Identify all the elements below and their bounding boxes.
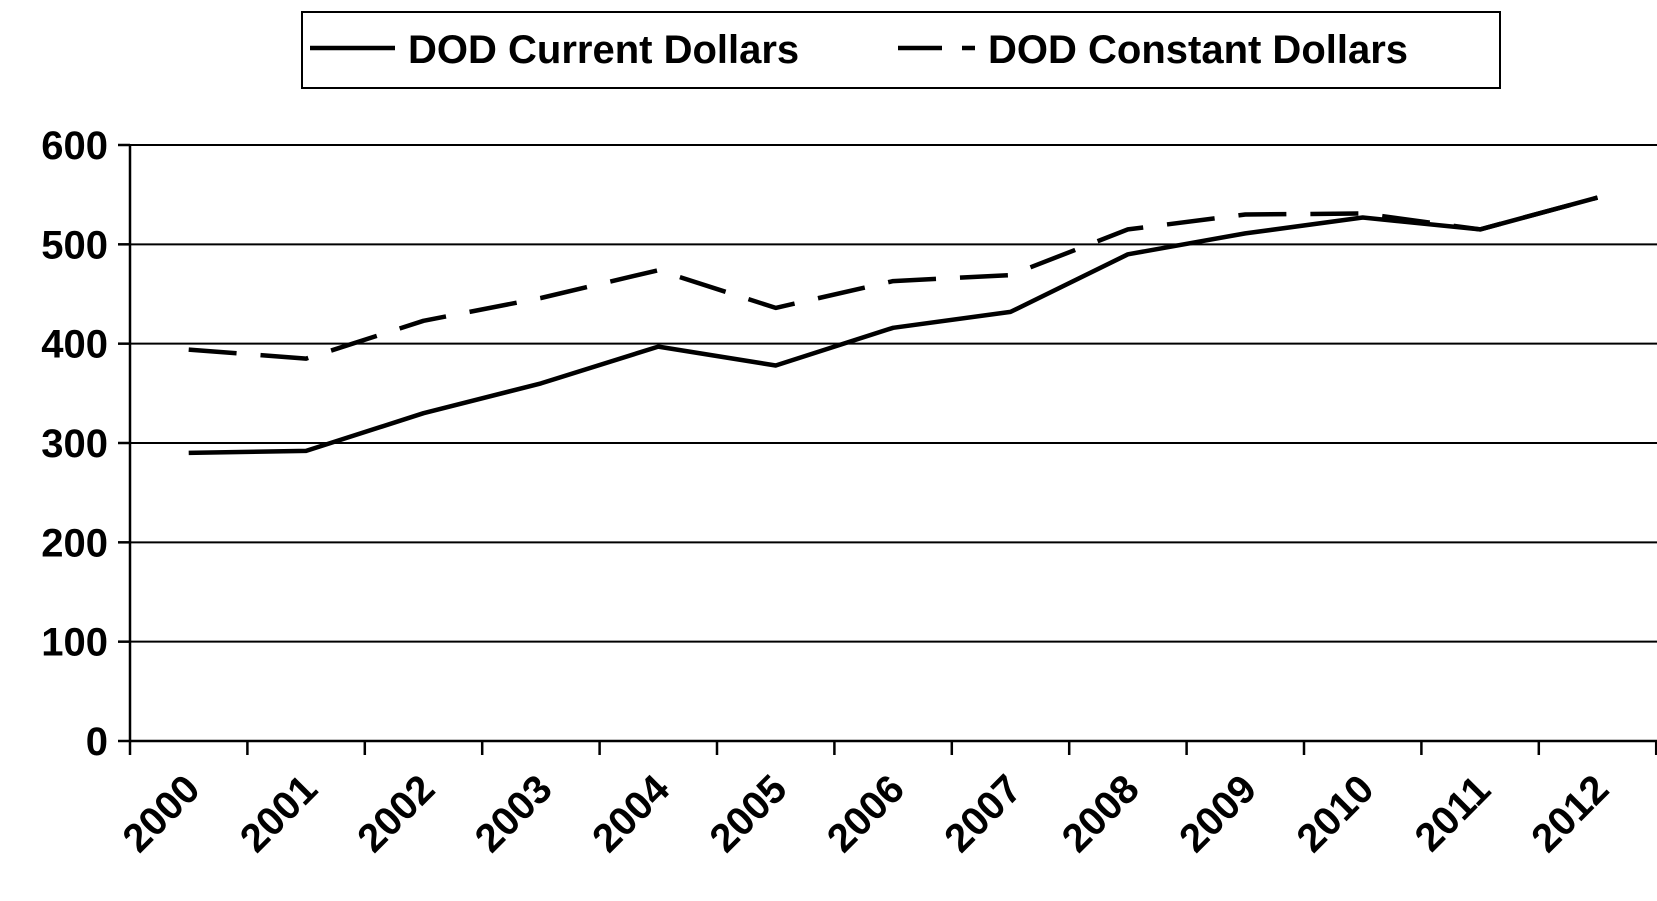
y-tick-label-400: 400 bbox=[41, 323, 108, 367]
x-tick-label-2000: 2000 bbox=[114, 767, 208, 861]
y-axis-labels: 0 100 200 300 400 500 600 bbox=[41, 124, 108, 764]
x-tick-label-2011: 2011 bbox=[1407, 768, 1499, 860]
legend: DOD Current Dollars DOD Constant Dollars bbox=[301, 11, 1501, 89]
x-tick-label-2004: 2004 bbox=[584, 766, 679, 861]
series-line-constant-dollars bbox=[188, 195, 1599, 361]
gridlines bbox=[118, 143, 1657, 743]
legend-label-constant-dollars: DOD Constant Dollars bbox=[988, 28, 1408, 72]
x-tick-label-2008: 2008 bbox=[1054, 767, 1148, 861]
x-tick-label-2003: 2003 bbox=[467, 767, 561, 861]
y-tick-label-100: 100 bbox=[41, 621, 108, 665]
x-tick-label-2010: 2010 bbox=[1288, 767, 1382, 861]
x-tick-label-2002: 2002 bbox=[349, 767, 443, 861]
y-tick-label-600: 600 bbox=[41, 124, 108, 168]
y-tick-label-500: 500 bbox=[41, 223, 108, 267]
x-tick-label-2005: 2005 bbox=[701, 767, 795, 861]
series-line-current-dollars bbox=[188, 195, 1599, 456]
y-tick-label-300: 300 bbox=[41, 422, 108, 466]
x-tick-label-2006: 2006 bbox=[819, 767, 913, 861]
x-tick-label-2009: 2009 bbox=[1171, 767, 1265, 861]
legend-label-current-dollars: DOD Current Dollars bbox=[408, 28, 799, 72]
x-axis-ticks bbox=[128, 741, 1657, 755]
x-tick-label-2012: 2012 bbox=[1523, 767, 1617, 861]
x-tick-label-2007: 2007 bbox=[936, 767, 1030, 861]
y-tick-label-0: 0 bbox=[86, 720, 108, 764]
x-tick-label-2001: 2001 bbox=[232, 767, 326, 861]
y-tick-label-200: 200 bbox=[41, 521, 108, 565]
x-axis-labels: 2000 2001 2002 2003 2004 2005 2006 2007 2008 2009… bbox=[114, 766, 1617, 861]
